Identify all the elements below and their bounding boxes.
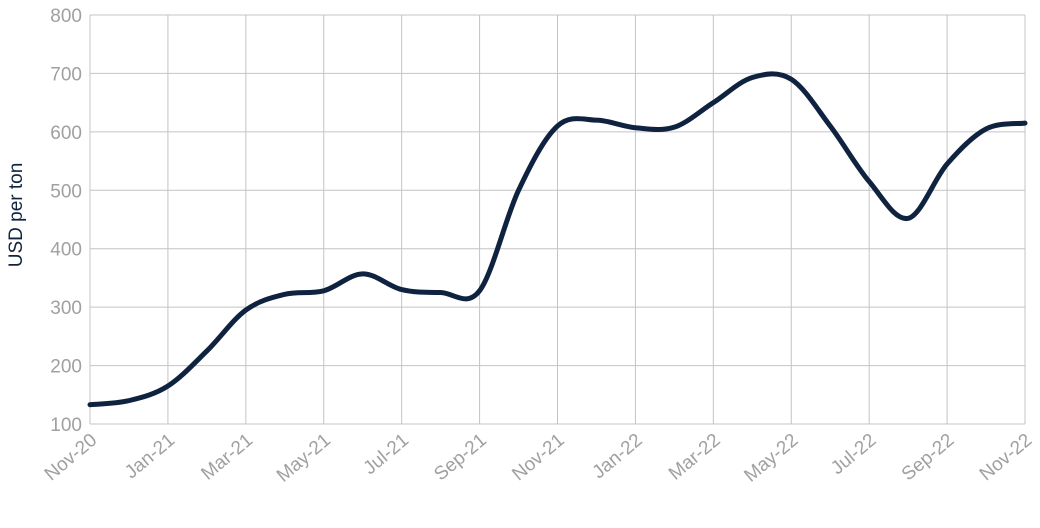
x-tick-label: May-22 bbox=[740, 430, 802, 487]
y-tick-label: 500 bbox=[50, 181, 82, 202]
x-tick-label: Mar-22 bbox=[665, 430, 725, 485]
x-tick-label: Mar-21 bbox=[197, 430, 257, 485]
line bbox=[87, 71, 1028, 408]
x-tick-label: Nov-22 bbox=[976, 430, 1036, 485]
x-tick-label: Nov-21 bbox=[508, 430, 568, 485]
x-tick-label: Jul-22 bbox=[827, 430, 880, 479]
x-tick-label: Jan-21 bbox=[121, 430, 179, 483]
x-tick-label: May-21 bbox=[273, 430, 335, 487]
y-tick-label: 300 bbox=[50, 298, 82, 319]
y-tick-label: 700 bbox=[50, 64, 82, 85]
y-tick-label: 100 bbox=[50, 415, 82, 436]
y-tick-label: 600 bbox=[50, 123, 82, 144]
y-tick-label: 800 bbox=[50, 6, 82, 27]
x-tick-label: Nov-20 bbox=[41, 430, 101, 485]
x-tick-label: Sep-21 bbox=[430, 430, 490, 485]
x-tick-label: Sep-22 bbox=[898, 430, 958, 485]
y-tick-label: 400 bbox=[50, 240, 82, 261]
y-tick-label: 200 bbox=[50, 357, 82, 378]
y-axis-title: USD per ton bbox=[6, 163, 27, 268]
x-tick-label: Jul-21 bbox=[360, 430, 413, 479]
x-tick-label: Jan-22 bbox=[589, 430, 647, 483]
